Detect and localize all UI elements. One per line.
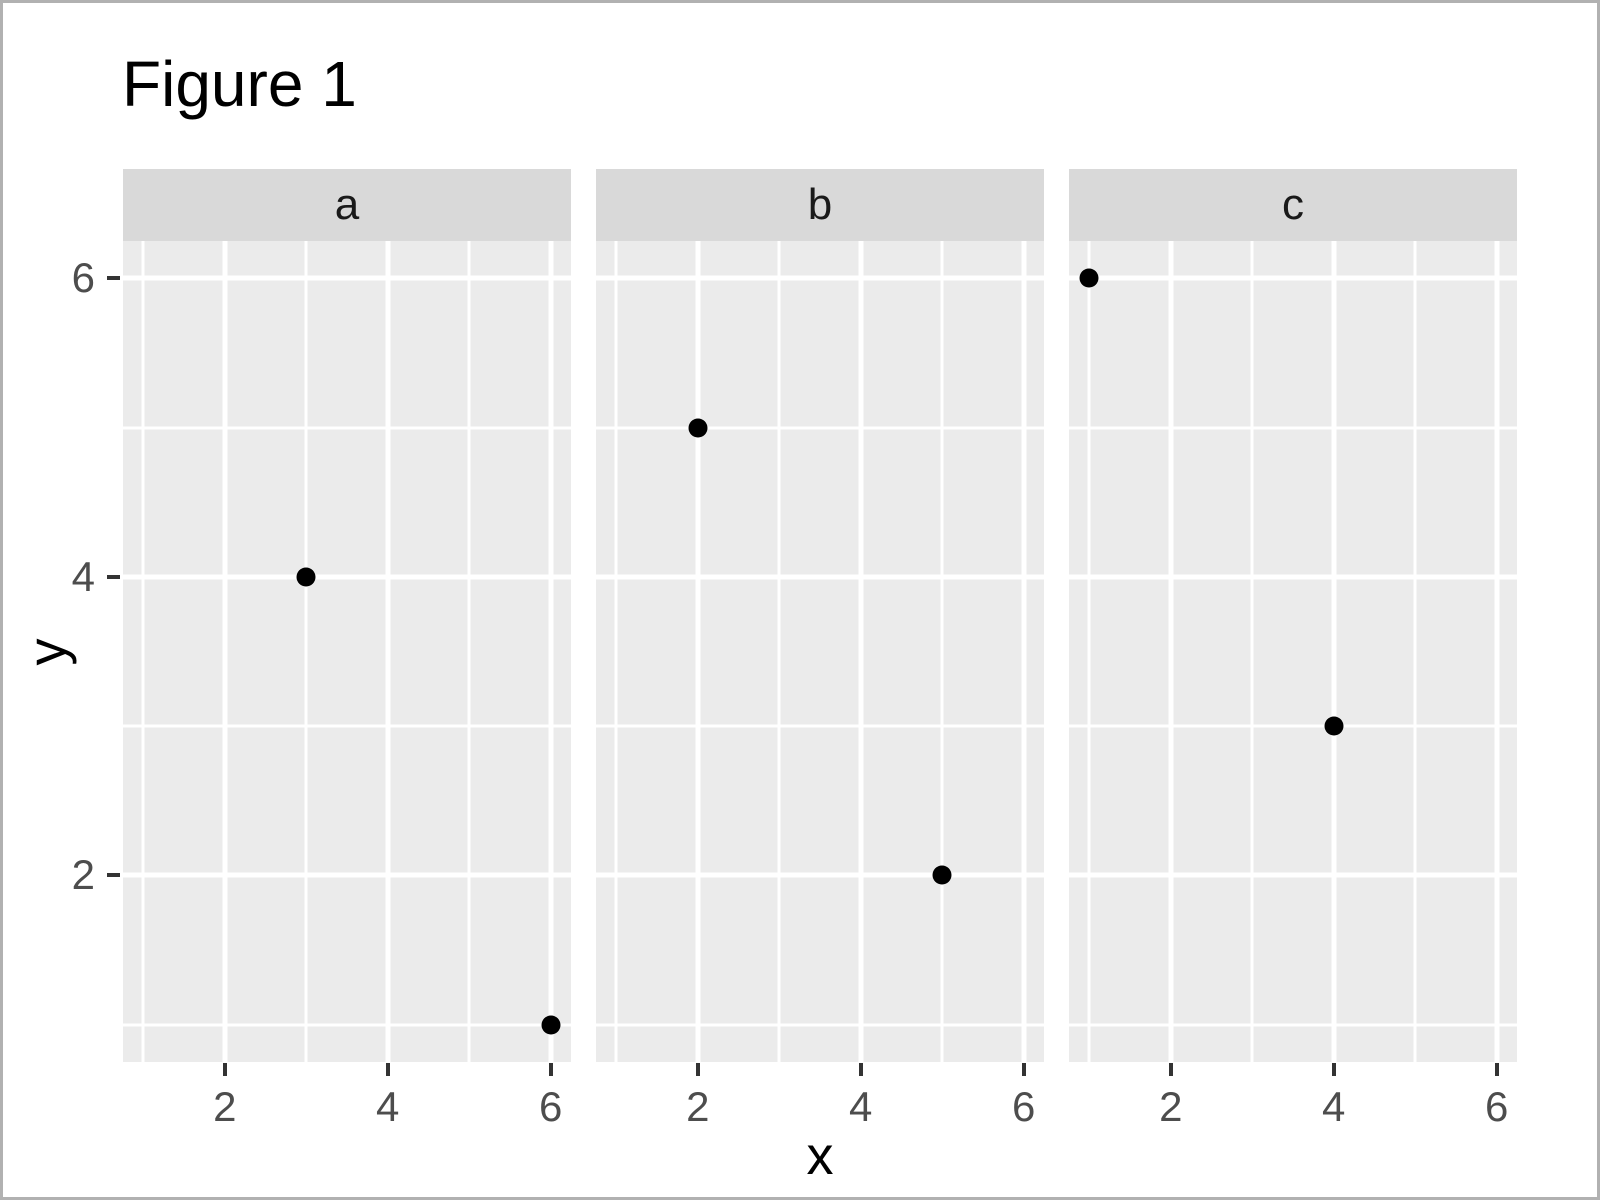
gridline-x-major: [1168, 241, 1174, 1062]
y-tick-label: 2: [71, 851, 95, 899]
y-tick-mark: [107, 873, 120, 878]
gridline-y-major: [1069, 275, 1517, 281]
gridline-y-major: [1069, 574, 1517, 580]
gridline-x-major: [222, 241, 228, 1062]
gridline-x-minor: [1250, 241, 1254, 1062]
gridline-x-minor: [304, 241, 308, 1062]
gridline-y-major: [123, 275, 571, 281]
gridline-y-minor: [1069, 724, 1517, 728]
gridline-x-major: [1021, 241, 1027, 1062]
y-tick-mark: [107, 276, 120, 281]
x-tick-label: 6: [538, 1083, 563, 1130]
gridline-y-minor: [123, 724, 571, 728]
facet-panel: [1069, 241, 1517, 1062]
data-point: [1324, 716, 1344, 736]
x-tick-mark: [1168, 1063, 1173, 1076]
x-tick-mark: [1021, 1063, 1026, 1076]
facet-strip-label: a: [334, 180, 360, 229]
gridline-x-minor: [777, 241, 781, 1062]
gridline-x-minor: [141, 241, 145, 1062]
gridline-x-major: [1331, 241, 1337, 1062]
x-tick-label: 2: [686, 1083, 710, 1130]
x-tick-mark: [858, 1063, 863, 1076]
y-tick-label: 4: [71, 552, 95, 600]
x-axis: 2 4 6: [1069, 1062, 1517, 1172]
x-tick-label: 2: [1159, 1083, 1183, 1130]
gridline-y-minor: [596, 724, 1044, 728]
gridline-y-major: [596, 275, 1044, 281]
facet-strip: c: [1069, 169, 1517, 241]
facet-strip-label: c: [1282, 180, 1304, 229]
gridline-x-major: [385, 241, 391, 1062]
gridline-x-minor: [940, 241, 944, 1062]
gridline-y-major: [596, 872, 1044, 878]
plot-area: a 2 4 6 b 2 4 6 c 2 4 6: [123, 169, 1517, 1172]
gridline-y-minor: [123, 1023, 571, 1027]
gridline-x-minor: [614, 241, 618, 1062]
y-axis: 2 4 6: [3, 241, 120, 1062]
x-axis: 2 4 6: [123, 1062, 571, 1172]
gridline-y-major: [596, 574, 1044, 580]
y-tick-mark: [107, 574, 120, 579]
data-point: [296, 567, 316, 587]
gridline-y-major: [123, 872, 571, 878]
facet-panel: [123, 241, 571, 1062]
gridline-y-major: [1069, 872, 1517, 878]
data-point: [541, 1015, 561, 1035]
x-axis: 2 4 6: [596, 1062, 1044, 1172]
facet-strip-label: b: [807, 180, 833, 229]
gridline-x-major: [695, 241, 701, 1062]
gridline-x-major: [1494, 241, 1500, 1062]
x-tick-label: 4: [1322, 1083, 1346, 1130]
x-axis-title: x: [806, 1126, 834, 1186]
x-tick-mark: [1494, 1063, 1499, 1076]
x-tick-mark: [1331, 1063, 1336, 1076]
gridline-y-minor: [123, 426, 571, 430]
facet-b: b 2 4 6: [596, 169, 1044, 1172]
x-tick-label: 6: [1011, 1083, 1036, 1130]
gridline-y-minor: [1069, 1023, 1517, 1027]
plot-title: Figure 1: [122, 48, 357, 120]
data-point: [688, 418, 708, 438]
facet-strip: b: [596, 169, 1044, 241]
x-tick-label: 4: [376, 1083, 400, 1130]
facet-a: a 2 4 6: [123, 169, 571, 1172]
gridline-x-major: [858, 241, 864, 1062]
x-tick-mark: [385, 1063, 390, 1076]
x-tick-mark: [222, 1063, 227, 1076]
gridline-x-minor: [1087, 241, 1091, 1062]
gridline-x-major: [548, 241, 554, 1062]
gridline-y-minor: [1069, 426, 1517, 430]
x-tick-label: 2: [213, 1083, 237, 1130]
gridline-x-minor: [467, 241, 471, 1062]
facet-panel: [596, 241, 1044, 1062]
data-point: [932, 865, 952, 885]
gridline-y-minor: [596, 1023, 1044, 1027]
gridline-x-minor: [1413, 241, 1417, 1062]
gridline-y-major: [123, 574, 571, 580]
y-tick-label: 6: [71, 254, 95, 302]
x-tick-mark: [548, 1063, 553, 1076]
x-tick-mark: [695, 1063, 700, 1076]
x-tick-label: 6: [1484, 1083, 1509, 1130]
gridline-y-minor: [596, 426, 1044, 430]
facet-c: c 2 4 6: [1069, 169, 1517, 1172]
data-point: [1079, 268, 1099, 288]
facet-strip: a: [123, 169, 571, 241]
x-tick-label: 4: [849, 1083, 873, 1130]
